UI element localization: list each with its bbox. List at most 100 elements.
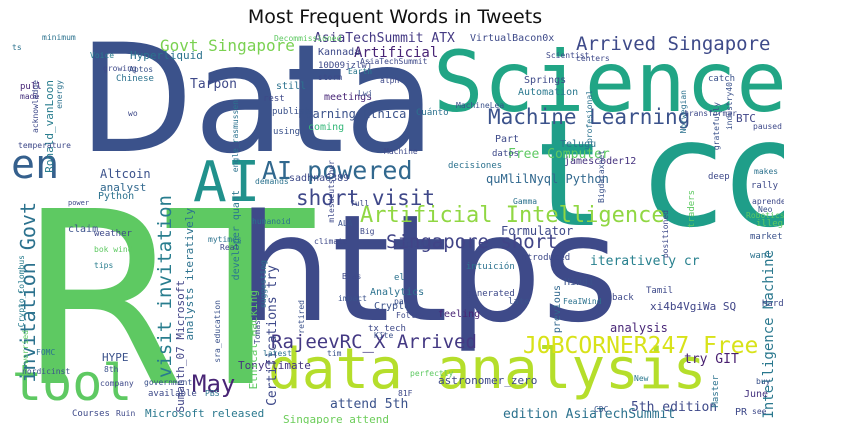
cloud-word-master: Master <box>711 375 721 408</box>
cloud-word-company: company <box>100 379 134 388</box>
cloud-word-ai-powered: AI powered <box>262 156 413 185</box>
cloud-word-humanoid: humanoid <box>252 217 291 226</box>
cloud-word-buy: buy <box>756 377 771 386</box>
cloud-word-ala: ALA <box>338 219 353 228</box>
cloud-word-alph: alph <box>380 76 400 85</box>
cloud-word-rt: RT <box>18 160 314 424</box>
cloud-word-still: still <box>276 81 307 92</box>
cloud-word-follow: Follow <box>396 311 425 320</box>
cloud-word-tamil: Tamil <box>646 286 674 296</box>
cloud-word-81f: 81F <box>398 389 413 398</box>
cloud-word-ronald-vanloon: Ronald_vanLoon <box>43 80 56 173</box>
cloud-word-voice: Voice <box>90 51 115 60</box>
cloud-word-chinese: Chinese <box>116 74 154 84</box>
cloud-word-new: New <box>634 374 649 383</box>
cloud-word-deep: deep <box>708 172 730 182</box>
cloud-word-tarpon: Tarpon <box>190 77 237 92</box>
cloud-word-meetings: meetings <box>324 92 373 103</box>
cloud-word-automation: Automation <box>518 87 579 98</box>
cloud-word-data-analysis: data analysis <box>268 337 707 402</box>
cloud-word-centers: centers <box>576 54 610 63</box>
cloud-word-see: see <box>752 407 767 416</box>
cloud-word-transformar: transformar <box>684 109 737 118</box>
cloud-word-hyperliquid: Hyperliquid <box>130 49 203 62</box>
cloud-word-tool: tool <box>12 354 133 412</box>
cloud-word-short-visit: short visit <box>296 186 436 210</box>
cloud-word-gamma: Gamma <box>513 197 538 206</box>
cloud-word-latest: latest <box>263 349 292 358</box>
cloud-word-microsoft-released: Microsoft released <box>145 407 265 420</box>
cloud-word-ts: ts <box>12 43 22 52</box>
cloud-word-asiatechsummit: AsiaTechSummit <box>360 57 428 66</box>
cloud-word-science: Science <box>433 33 784 131</box>
cloud-word-pa: pa <box>394 297 404 306</box>
cloud-word-kannada: Kannada <box>318 47 361 58</box>
cloud-word-robotics: Robotics <box>746 211 784 220</box>
cloud-word-feeling: feeling <box>438 309 481 320</box>
cloud-word-pull: pull <box>20 82 42 92</box>
cloud-word-artificial: Artificial <box>354 45 439 61</box>
cloud-word-nordicinst: nordicinst <box>22 367 71 376</box>
cloud-word-jamescoder12: jamescoder12 <box>564 156 637 167</box>
cloud-word-crypto-colombus: Crypto_Colombus <box>17 255 26 328</box>
cloud-word-arrived-singapore: Arrived Singapore <box>576 33 771 55</box>
cloud-word-weather: weather <box>94 229 132 239</box>
cloud-word-crypto: Crypto <box>374 301 411 312</box>
cloud-word-bias: Bias <box>342 272 362 281</box>
cloud-word-formulator: Formulator <box>501 224 574 238</box>
cloud-word-back: back <box>612 293 634 303</box>
cloud-word-8th: 8th <box>104 365 119 374</box>
cloud-word-government: government <box>144 378 193 387</box>
cloud-word-coming: coming <box>308 122 345 133</box>
cloud-word-ai: AI <box>193 150 261 215</box>
cloud-word-virtualbacon0x: VirtualBacon0x <box>470 33 555 44</box>
cloud-word-makes: makes <box>754 167 779 176</box>
cloud-word-paused: paused <box>753 122 782 131</box>
cloud-word-illegal: illegal <box>756 219 784 229</box>
cloud-word-profesional: profesional <box>585 90 594 143</box>
cloud-word-tomas: Tomas <box>253 320 262 345</box>
cloud-word-catch: catch <box>708 74 736 84</box>
cloud-word-aptos: Aptos <box>129 65 154 74</box>
cloud-word-analytics: Analytics <box>370 287 425 298</box>
cloud-word-attend-5th: attend 5th <box>330 397 409 412</box>
cloud-word-hype: HYPE <box>102 351 129 364</box>
cloud-word-available: available <box>148 389 197 399</box>
cloud-word-singapore-short: Singapore short <box>386 231 558 253</box>
cloud-word-pbs: PBS <box>205 389 220 398</box>
cloud-word-claim: claim <box>68 224 99 235</box>
cloud-word-generated: generated <box>466 289 515 299</box>
cloud-word-part: Part <box>495 134 520 145</box>
cloud-word-intuici-n: intuición <box>466 262 515 272</box>
cloud-word-engle-rasmussen: engle_rasmussen <box>231 100 240 173</box>
cloud-word-big: Big <box>360 227 375 236</box>
cloud-word-fomc: FOMC <box>36 348 56 357</box>
cloud-word-real: Real <box>220 243 240 252</box>
cloud-word-jobcorner247-free: JOBCORNER247 Free <box>523 333 759 359</box>
cloud-word-edition-asiatechsummit: edition AsiaTechSummit <box>503 407 676 422</box>
cloud-word-rajeevrc-x-arrived: RajeevRC_X Arrived <box>271 331 477 353</box>
page-title: Most Frequent Words in Tweets <box>247 6 543 28</box>
cloud-word-https: https <box>238 183 619 355</box>
cloud-word-bok-wind: bok wind <box>94 245 133 254</box>
cloud-word-aprende: aprende <box>752 197 784 206</box>
cloud-word-tips: tips <box>94 261 114 270</box>
cloud-word-machinelea: MachineLea <box>456 101 505 110</box>
cloud-word-mlesdeutscher: mlesdeutscher <box>327 160 336 223</box>
cloud-word-hard: Hard <box>762 299 784 309</box>
cloud-word-singapore-attend: Singapore attend <box>283 413 389 424</box>
cloud-word-sadhna6389: sadhna6389 <box>289 173 350 184</box>
cloud-word-decisiones: decisiones <box>448 161 503 171</box>
cloud-word-xi4b4vgiwa-sq: xi4b4VgiWa SQ <box>650 300 737 313</box>
cloud-word-late: late <box>508 297 530 307</box>
cloud-word-ruin: Ruin <box>116 409 136 418</box>
cloud-word-may: May <box>192 370 236 398</box>
cloud-word-tx-tech: tx_tech <box>368 324 406 334</box>
cloud-word-qumlilnyql-python: quMlilNyql Python <box>486 172 609 186</box>
cloud-word-iteratively-cr: iteratively cr <box>590 254 700 269</box>
cloud-word-perfectly: perfectly <box>410 369 454 378</box>
cloud-word-temperature: temperature <box>18 141 71 150</box>
cloud-word-lwj: Lwj <box>358 89 373 98</box>
cloud-word-govt-singapore: Govt Singapore <box>160 36 295 55</box>
cloud-word-pr: PR <box>735 407 748 418</box>
